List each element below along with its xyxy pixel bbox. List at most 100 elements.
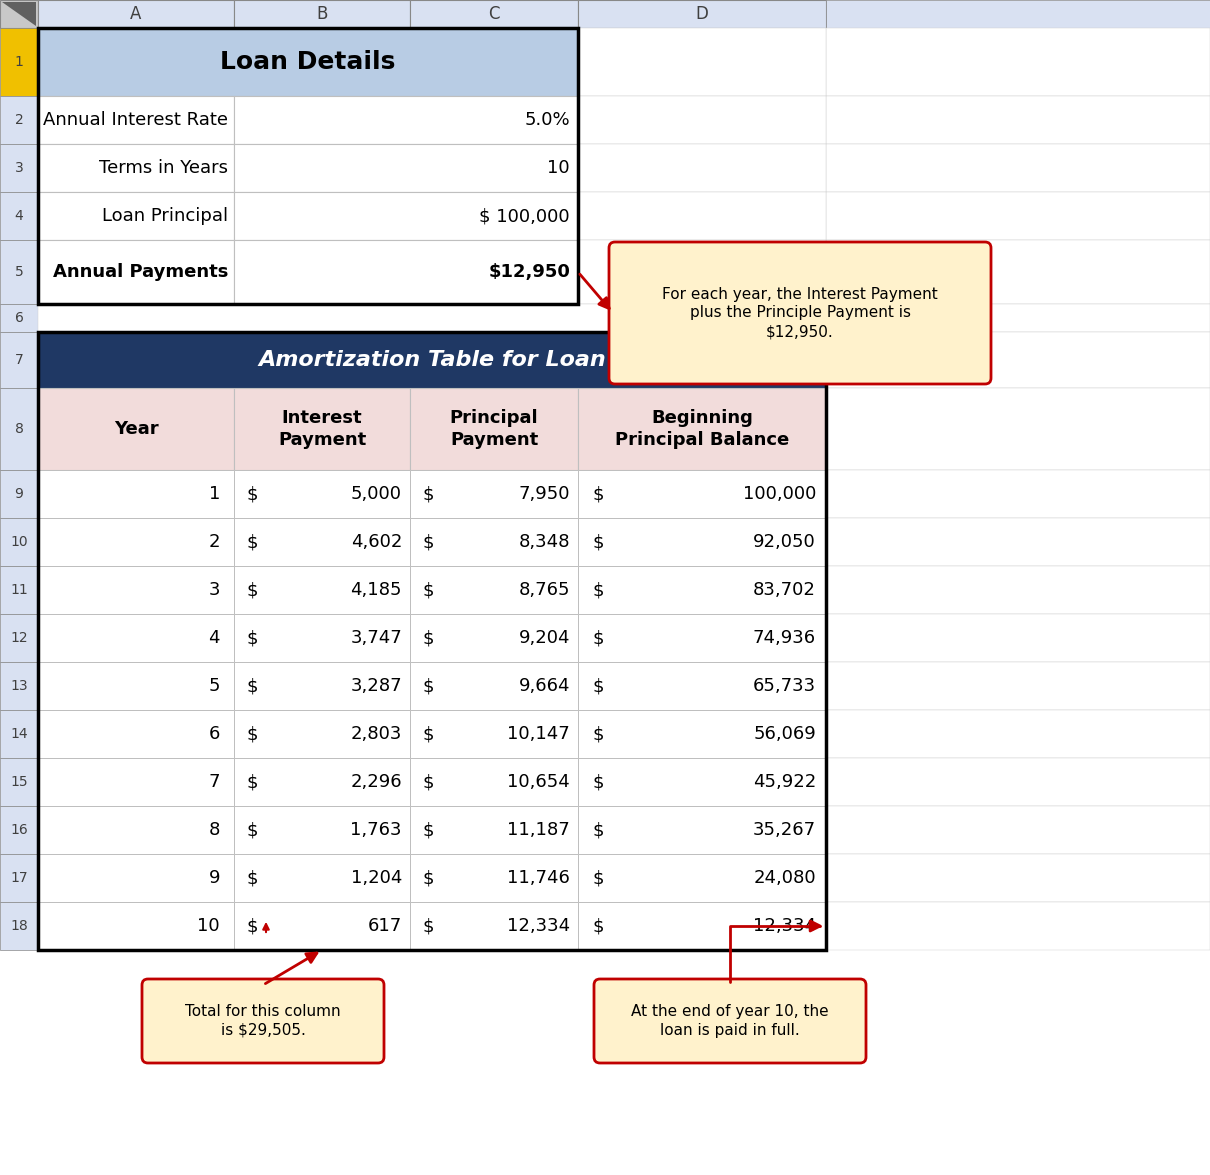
Text: 13: 13: [10, 679, 28, 693]
Bar: [0, 0, 38, 28]
Bar: [826, 662, 1210, 710]
Bar: [234, 240, 578, 304]
Text: For each year, the Interest Payment
plus the Principle Payment is
$12,950.: For each year, the Interest Payment plus…: [662, 287, 938, 340]
Bar: [578, 96, 826, 145]
Bar: [578, 902, 826, 951]
Text: $: $: [422, 725, 433, 743]
Text: 35,267: 35,267: [753, 821, 816, 839]
Bar: [38, 854, 234, 902]
Text: C: C: [489, 5, 500, 24]
Bar: [234, 388, 410, 470]
Text: $: $: [592, 870, 604, 887]
Text: 5: 5: [208, 677, 220, 694]
Bar: [578, 710, 826, 758]
Bar: [38, 758, 234, 806]
Bar: [826, 240, 1210, 304]
Bar: [410, 518, 578, 566]
Text: $: $: [592, 773, 604, 791]
Text: 5,000: 5,000: [351, 485, 402, 503]
Text: 7,950: 7,950: [519, 485, 570, 503]
Text: 24,080: 24,080: [754, 870, 816, 887]
Text: 83,702: 83,702: [753, 580, 816, 599]
Text: $: $: [422, 533, 433, 551]
Bar: [0, 710, 38, 758]
Bar: [0, 854, 38, 902]
Text: 1: 1: [15, 55, 23, 69]
Text: 5: 5: [15, 266, 23, 278]
Text: Annual Interest Rate: Annual Interest Rate: [44, 110, 227, 129]
Bar: [578, 854, 826, 902]
Bar: [38, 145, 234, 192]
Text: Terms in Years: Terms in Years: [99, 159, 227, 177]
Bar: [578, 240, 826, 304]
Text: 3: 3: [208, 580, 220, 599]
Text: 9,664: 9,664: [519, 677, 570, 694]
Text: 18: 18: [10, 919, 28, 933]
Bar: [826, 615, 1210, 662]
Bar: [826, 854, 1210, 902]
Bar: [410, 806, 578, 854]
FancyBboxPatch shape: [609, 242, 991, 384]
Text: $: $: [422, 580, 433, 599]
Text: 8: 8: [15, 422, 23, 436]
Text: 2,296: 2,296: [351, 773, 402, 791]
Text: 9: 9: [15, 486, 23, 501]
Bar: [38, 333, 826, 388]
Text: At the end of year 10, the
loan is paid in full.: At the end of year 10, the loan is paid …: [632, 1005, 829, 1038]
Text: Loan Principal: Loan Principal: [102, 207, 227, 224]
Bar: [0, 28, 38, 96]
Bar: [578, 192, 826, 240]
Text: 1,204: 1,204: [351, 870, 402, 887]
Text: 11,746: 11,746: [507, 870, 570, 887]
Bar: [38, 333, 826, 951]
Bar: [578, 758, 826, 806]
Bar: [410, 902, 578, 951]
Bar: [410, 566, 578, 615]
Text: $: $: [422, 821, 433, 839]
Bar: [410, 758, 578, 806]
Text: 10,654: 10,654: [507, 773, 570, 791]
Text: $: $: [247, 870, 258, 887]
Text: 10,147: 10,147: [507, 725, 570, 743]
Text: $: $: [422, 629, 433, 647]
Bar: [0, 333, 38, 388]
Bar: [38, 0, 234, 28]
Text: Amortization Table for Loan: Amortization Table for Loan: [258, 350, 606, 370]
Text: 1,763: 1,763: [351, 821, 402, 839]
Bar: [0, 615, 38, 662]
Text: $: $: [247, 533, 258, 551]
Bar: [578, 470, 826, 518]
Text: 3,287: 3,287: [351, 677, 402, 694]
Bar: [38, 902, 234, 951]
Bar: [826, 28, 1210, 96]
Bar: [0, 518, 38, 566]
Bar: [410, 0, 578, 28]
Bar: [826, 902, 1210, 951]
Text: 9,204: 9,204: [519, 629, 570, 647]
Bar: [0, 470, 38, 518]
Bar: [38, 615, 234, 662]
Text: $: $: [247, 725, 258, 743]
Bar: [0, 806, 38, 854]
Text: $: $: [247, 773, 258, 791]
Bar: [234, 470, 410, 518]
Text: $: $: [422, 870, 433, 887]
Text: 617: 617: [368, 916, 402, 935]
Bar: [826, 518, 1210, 566]
Text: 10: 10: [197, 916, 220, 935]
Text: 9: 9: [208, 870, 220, 887]
Text: $ 100,000: $ 100,000: [479, 207, 570, 224]
Bar: [0, 902, 38, 951]
Text: 8: 8: [208, 821, 220, 839]
Text: Annual Payments: Annual Payments: [52, 263, 227, 281]
Bar: [410, 854, 578, 902]
Text: $: $: [422, 916, 433, 935]
Text: $: $: [422, 773, 433, 791]
Bar: [826, 96, 1210, 145]
Text: 4,602: 4,602: [351, 533, 402, 551]
Text: 56,069: 56,069: [754, 725, 816, 743]
Text: $: $: [247, 916, 258, 935]
FancyBboxPatch shape: [594, 979, 866, 1063]
Bar: [38, 304, 826, 333]
Text: $: $: [592, 629, 604, 647]
